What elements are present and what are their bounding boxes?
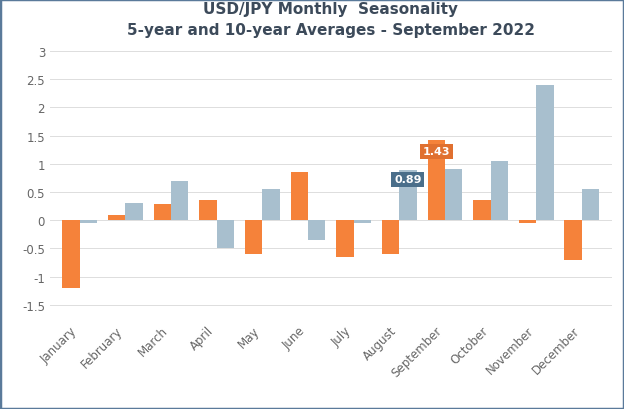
Text: 1.43: 1.43 (422, 147, 450, 157)
Bar (354, 220, 371, 223)
Bar (490, 162, 508, 220)
Bar (245, 220, 262, 254)
Bar (199, 201, 217, 220)
Bar (336, 220, 354, 257)
Bar (217, 220, 234, 249)
Bar (399, 171, 417, 220)
Bar (565, 220, 582, 260)
Bar (445, 170, 462, 220)
Bar (382, 220, 399, 254)
Bar (308, 220, 325, 240)
Bar (154, 205, 171, 220)
Bar (473, 201, 490, 220)
Bar (536, 85, 553, 220)
Bar (427, 140, 445, 220)
Bar (582, 190, 599, 220)
Text: 0.89: 0.89 (394, 175, 422, 185)
Title: USD/JPY Monthly  Seasonality
5-year and 10-year Averages - September 2022: USD/JPY Monthly Seasonality 5-year and 1… (127, 2, 535, 38)
Bar (519, 220, 536, 223)
Bar (80, 220, 97, 223)
Bar (171, 181, 188, 220)
Bar (291, 173, 308, 220)
Bar (125, 204, 143, 220)
Bar (262, 190, 280, 220)
Bar (62, 220, 80, 288)
Bar (108, 215, 125, 220)
